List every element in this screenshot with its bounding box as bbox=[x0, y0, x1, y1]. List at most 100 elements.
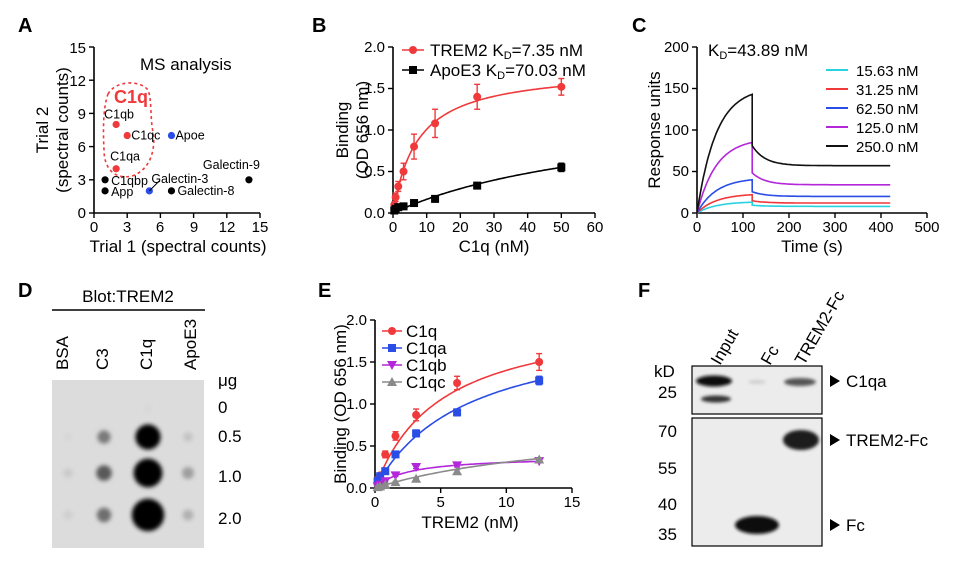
e-legend-marker-c1qa bbox=[388, 344, 396, 352]
panel-e-plot bbox=[372, 352, 545, 492]
blot-f-bands bbox=[696, 375, 819, 534]
e-point-c1qb-3 bbox=[390, 471, 401, 481]
e-ytick-15: 1.5 bbox=[346, 354, 367, 371]
blot-d-col-c3: C3 bbox=[93, 348, 112, 370]
legend-apoe3-marker bbox=[409, 66, 417, 74]
panel-b-y-label-1: Binding bbox=[333, 102, 352, 159]
e-point-c1qc-6 bbox=[534, 454, 545, 464]
point-label-apoe: Apoe bbox=[175, 129, 204, 143]
blot-f-lane-input: Input bbox=[707, 326, 742, 368]
b-xtick-10: 10 bbox=[418, 219, 435, 236]
c-xtick-100: 100 bbox=[730, 219, 755, 236]
point-label-c1qbp: C1qbp bbox=[111, 174, 148, 188]
blot-f-marker-25: 25 bbox=[658, 383, 677, 402]
a-xtick-6: 6 bbox=[156, 219, 164, 236]
panel-e-x-label: TREM2 (nM) bbox=[421, 513, 518, 532]
c-xtick-0: 0 bbox=[693, 219, 701, 236]
panel-c-kd-annotation: KD=43.89 nM bbox=[708, 41, 808, 62]
dot-c1q-20 bbox=[131, 498, 165, 532]
e-xtick-5: 5 bbox=[437, 494, 445, 511]
c-legend-label-250-0-nm: 250.0 nM bbox=[856, 139, 919, 156]
panel-e: E 0.0 0.5 1.0 1.5 2.0 0 5 10 15 TREM2 (n… bbox=[318, 280, 580, 532]
blot-d-col-apoe3: ApoE3 bbox=[181, 319, 200, 370]
e-point-c1qa-5 bbox=[453, 408, 462, 417]
dot-bsa-05 bbox=[64, 433, 72, 441]
point-label-c1qc: C1qc bbox=[131, 129, 160, 143]
legend-apoe3: ApoE3 KD=70.03 nM bbox=[430, 61, 586, 82]
blot-f-lane-trem2fc: TREM2-Fc bbox=[791, 287, 849, 368]
b-point-trem2-3 bbox=[399, 167, 408, 176]
blot-d-column-labels: BSA C3 C1q ApoE3 bbox=[53, 319, 200, 370]
e-point-c1qc-2 bbox=[380, 479, 391, 489]
b-xtick-30: 30 bbox=[486, 219, 503, 236]
a-xtick-12: 12 bbox=[219, 219, 236, 236]
blot-d-dots bbox=[63, 403, 194, 532]
blot-d-row-0: 0 bbox=[218, 398, 227, 417]
blot-d-col-bsa: BSA bbox=[53, 335, 72, 370]
galectin-3-leader bbox=[148, 180, 160, 192]
point-c1qa bbox=[112, 165, 120, 173]
panel-b: B 0.0 0.5 1.0 1.5 2.0 0 10 20 30 40 50 6… bbox=[312, 15, 603, 256]
e-point-c1q-5 bbox=[453, 379, 462, 387]
c-xtick-200: 200 bbox=[776, 219, 801, 236]
e-point-c1qa-3 bbox=[391, 450, 400, 459]
e-xtick-10: 10 bbox=[498, 494, 515, 511]
panel-c: C 0 50 100 150 200 0 100 200 300 400 500… bbox=[632, 15, 940, 256]
point-label-c1qa: C1qa bbox=[110, 150, 140, 164]
a-ytick-15: 15 bbox=[69, 40, 86, 57]
blot-f-marker-70: 70 bbox=[658, 422, 677, 441]
panel-b-x-tick-labels: 0 10 20 30 40 50 60 bbox=[389, 219, 604, 236]
b-xtick-50: 50 bbox=[553, 219, 570, 236]
dot-apoe3-05 bbox=[183, 432, 193, 442]
c-ytick-100: 100 bbox=[664, 122, 689, 139]
b-fit-apoe3 bbox=[392, 166, 562, 214]
e-point-c1q-3 bbox=[391, 431, 400, 440]
b-point-trem2-1 bbox=[391, 193, 400, 202]
dot-apoe3-20 bbox=[182, 509, 194, 521]
panel-c-y-tick-labels: 0 50 100 150 200 bbox=[664, 39, 689, 222]
point-label-galectin-9: Galectin-9 bbox=[203, 158, 260, 172]
panel-label-e: E bbox=[318, 280, 331, 302]
panel-c-y-label: Response units bbox=[645, 71, 664, 188]
panel-b-y-tick-labels: 0.0 0.5 1.0 1.5 2.0 bbox=[364, 39, 385, 222]
a-ytick-0: 0 bbox=[78, 205, 86, 222]
point-label-c1qb: C1qb bbox=[104, 107, 134, 121]
e-ytick-05: 0.5 bbox=[346, 438, 367, 455]
b-point-trem2-6 bbox=[473, 92, 482, 101]
panel-c-x-tick-labels: 0 100 200 300 400 500 bbox=[693, 219, 940, 236]
b-ytick-05: 0.5 bbox=[364, 163, 385, 180]
b-point-trem2-2 bbox=[394, 182, 403, 191]
panel-a-x-label: Trial 1 (spectral counts) bbox=[90, 237, 267, 256]
legend-trem2: TREM2 KD=7.35 nM bbox=[430, 41, 583, 62]
a-xtick-0: 0 bbox=[90, 219, 98, 236]
band-input-c1qa-lower bbox=[701, 395, 731, 403]
e-ytick-20: 2.0 bbox=[346, 312, 367, 329]
e-legend-marker-c1qb bbox=[387, 361, 397, 370]
dot-apoe3-10 bbox=[182, 467, 194, 479]
panel-a-y-ticks: 0 3 6 9 12 15 bbox=[69, 40, 94, 222]
point-c1qbp bbox=[101, 176, 109, 184]
e-legend-marker-c1qc bbox=[387, 377, 397, 386]
point-label-app: App bbox=[111, 185, 133, 199]
point-galectin-8 bbox=[167, 187, 176, 195]
b-xtick-0: 0 bbox=[389, 219, 397, 236]
panel-b-legend: TREM2 KD=7.35 nM ApoE3 KD=70.03 nM bbox=[402, 41, 586, 82]
a-ytick-3: 3 bbox=[78, 172, 86, 189]
b-point-apoe3-3 bbox=[399, 202, 408, 211]
panel-label-c: C bbox=[632, 15, 646, 37]
c1q-cluster-label: C1q bbox=[114, 87, 148, 107]
panel-c-x-label: Time (s) bbox=[781, 237, 843, 256]
b-point-apoe3-5 bbox=[431, 194, 440, 203]
panel-e-x-tick-labels: 0 5 10 15 bbox=[371, 494, 581, 511]
e-point-c1qa-1 bbox=[376, 472, 385, 481]
blot-f-marker-40: 40 bbox=[658, 495, 677, 514]
blot-f-top-membrane bbox=[691, 365, 823, 415]
b-point-apoe3-2 bbox=[394, 203, 403, 212]
dot-c1q-05 bbox=[135, 424, 161, 450]
blot-d-row-05: 0.5 bbox=[218, 427, 242, 446]
panel-c-plot bbox=[696, 93, 891, 214]
blot-d-unit: μg bbox=[218, 371, 237, 390]
a-xtick-9: 9 bbox=[190, 219, 198, 236]
e-point-c1qb-4 bbox=[411, 463, 422, 472]
